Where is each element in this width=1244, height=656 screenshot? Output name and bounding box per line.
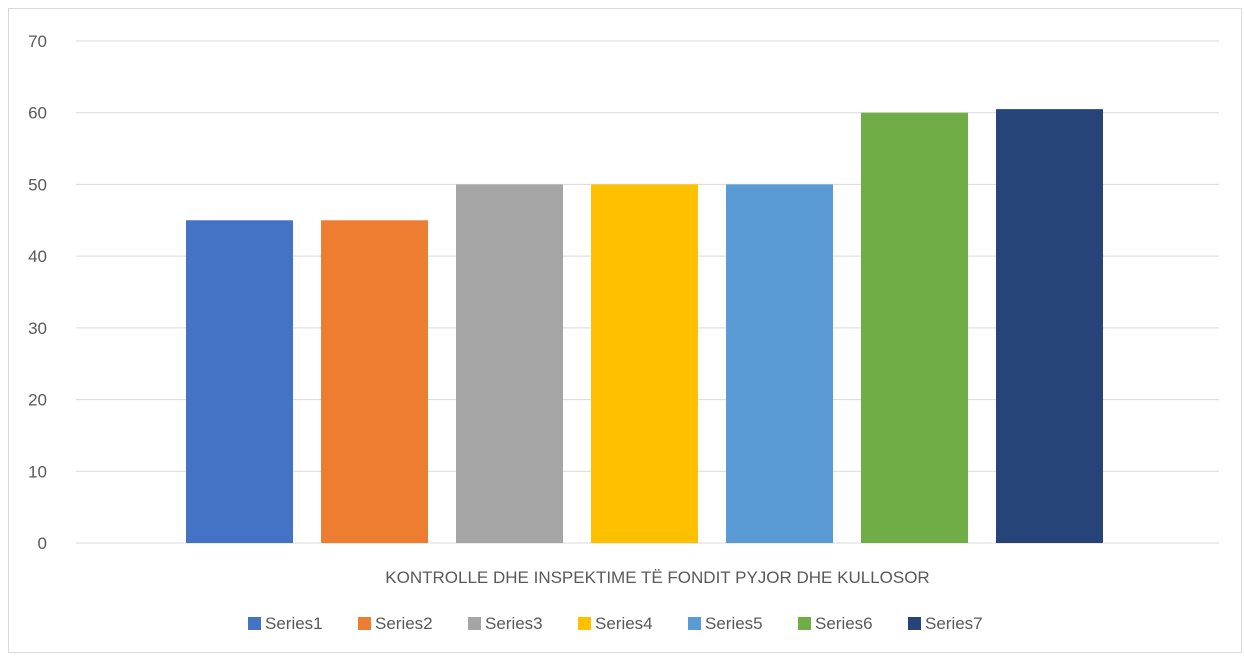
legend-label: Series2: [375, 614, 433, 633]
bar-series3: [456, 184, 563, 543]
legend-label: Series4: [595, 614, 653, 633]
legend-label: Series6: [815, 614, 873, 633]
category-label: KONTROLLE DHE INSPEKTIME TË FONDIT PYJOR…: [385, 568, 929, 587]
bar-series6: [861, 112, 968, 543]
legend-swatch: [798, 617, 811, 630]
legend-swatch: [908, 617, 921, 630]
legend-label: Series1: [265, 614, 323, 633]
legend-label: Series5: [705, 614, 763, 633]
x-axis-categories: KONTROLLE DHE INSPEKTIME TË FONDIT PYJOR…: [385, 568, 929, 587]
y-tick-label: 10: [28, 462, 47, 481]
legend-swatch: [358, 617, 371, 630]
chart-frame: 0 10 20 30 40 50 60 70 KONTROLLE DHE INSPEKTIME…: [8, 8, 1242, 653]
y-tick-label: 0: [38, 534, 47, 553]
bar-series5: [726, 184, 833, 543]
y-tick-label: 50: [28, 175, 47, 194]
y-tick-label: 40: [28, 247, 47, 266]
y-tick-label: 20: [28, 391, 47, 410]
legend-swatch: [578, 617, 591, 630]
bar-chart: 0 10 20 30 40 50 60 70 KONTROLLE DHE INSPEKTIME…: [28, 32, 1219, 633]
legend: Series1 Series2 Series3 Series4 Series5 Serie…: [248, 614, 983, 633]
legend-label: Series3: [485, 614, 543, 633]
bar-series2: [321, 220, 428, 544]
bar-series1: [186, 220, 293, 544]
legend-swatch: [248, 617, 261, 630]
legend-swatch: [688, 617, 701, 630]
y-axis-ticks: 0 10 20 30 40 50 60 70: [28, 32, 47, 553]
y-tick-label: 60: [28, 104, 47, 123]
y-tick-label: 30: [28, 319, 47, 338]
legend-swatch: [468, 617, 481, 630]
legend-label: Series7: [925, 614, 983, 633]
y-tick-label: 70: [28, 32, 47, 51]
bars: [186, 109, 1103, 544]
bar-series4: [591, 184, 698, 543]
bar-series7: [996, 109, 1103, 543]
